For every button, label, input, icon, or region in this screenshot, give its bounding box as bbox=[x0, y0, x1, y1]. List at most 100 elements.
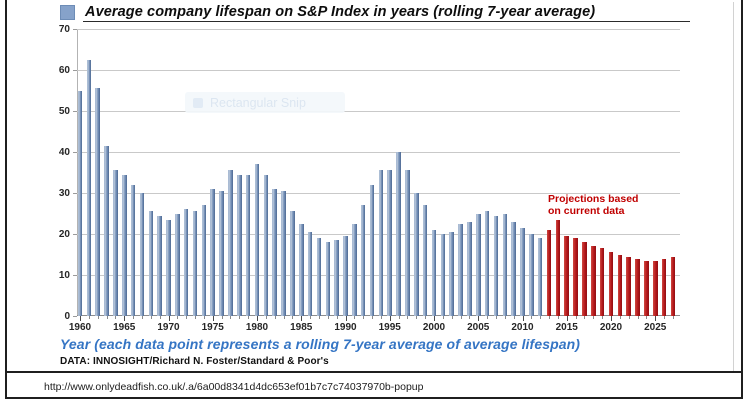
x-tick-1969 bbox=[159, 316, 161, 319]
bar-1970 bbox=[166, 219, 171, 316]
bar-1961 bbox=[86, 59, 92, 316]
x-tick-2014 bbox=[557, 316, 559, 319]
projection-annotation-line2: on current data bbox=[548, 204, 625, 217]
bar-2009 bbox=[511, 221, 516, 316]
bar-2012 bbox=[537, 238, 543, 316]
x-tick-1994 bbox=[380, 316, 382, 319]
plot-area: Rectangular Snip Projections based on cu… bbox=[77, 29, 680, 316]
x-tick-1981 bbox=[265, 316, 267, 319]
bar-2010 bbox=[520, 227, 525, 316]
bar-1999 bbox=[422, 205, 428, 316]
bar-2011 bbox=[529, 234, 534, 316]
y-tick-30 bbox=[73, 193, 77, 194]
bar-1975 bbox=[210, 188, 216, 316]
bar-2026 bbox=[661, 258, 667, 316]
bar-1995 bbox=[387, 170, 393, 316]
x-tick-2024 bbox=[646, 316, 648, 319]
x-tick-1961 bbox=[88, 316, 90, 319]
x-axis-line bbox=[77, 315, 680, 316]
x-tick-1966 bbox=[133, 316, 135, 319]
bar-2017 bbox=[582, 242, 587, 316]
projection-annotation: Projections based on current data bbox=[548, 193, 639, 217]
y-tick-70 bbox=[73, 29, 77, 30]
x-tick-2007 bbox=[495, 316, 497, 319]
x-tick-label-1960: 1960 bbox=[68, 322, 92, 333]
x-tick-1996 bbox=[398, 316, 400, 319]
frame-left-line bbox=[5, 0, 7, 399]
bar-1978 bbox=[237, 174, 242, 316]
x-tick-1984 bbox=[292, 316, 294, 319]
x-tick-1972 bbox=[186, 316, 188, 319]
x-tick-1973 bbox=[195, 316, 197, 319]
bar-2025 bbox=[652, 260, 658, 316]
x-tick-2012 bbox=[540, 316, 542, 319]
bar-1972 bbox=[183, 209, 189, 316]
gridline-50 bbox=[77, 111, 680, 112]
bar-2019 bbox=[599, 248, 605, 316]
x-tick-2001 bbox=[442, 316, 444, 319]
gridline-40 bbox=[77, 152, 680, 153]
x-tick-1960 bbox=[80, 316, 81, 321]
x-tick-label-2015: 2015 bbox=[555, 322, 578, 333]
bar-1986 bbox=[307, 231, 313, 316]
x-tick-1971 bbox=[177, 316, 179, 319]
x-tick-1985 bbox=[301, 316, 303, 321]
x-tick-2021 bbox=[619, 316, 621, 319]
x-tick-2018 bbox=[593, 316, 595, 319]
x-tick-label-1965: 1965 bbox=[113, 322, 136, 333]
y-axis-line bbox=[77, 29, 78, 316]
x-tick-2025 bbox=[655, 316, 657, 321]
projection-annotation-line1: Projections based bbox=[548, 193, 639, 205]
bar-1967 bbox=[139, 193, 145, 316]
gridline-10 bbox=[77, 275, 680, 276]
x-tick-2016 bbox=[575, 316, 577, 319]
bar-2015 bbox=[564, 236, 570, 316]
bar-1963 bbox=[104, 145, 109, 316]
bar-2021 bbox=[617, 254, 623, 316]
y-tick-label-40: 40 bbox=[58, 146, 70, 158]
x-tick-2008 bbox=[504, 316, 506, 319]
bar-2014 bbox=[555, 219, 561, 316]
x-tick-label-2020: 2020 bbox=[599, 322, 623, 333]
bar-2002 bbox=[449, 231, 454, 316]
y-tick-label-70: 70 bbox=[58, 23, 70, 35]
x-tick-1982 bbox=[274, 316, 276, 319]
bar-2005 bbox=[475, 213, 481, 316]
x-tick-label-2000: 2000 bbox=[422, 322, 446, 333]
chart-title: Average company lifespan on S&P Index in… bbox=[85, 4, 596, 20]
x-tick-2027 bbox=[672, 316, 674, 319]
x-tick-1999 bbox=[425, 316, 427, 319]
bar-1973 bbox=[192, 211, 198, 316]
x-tick-1977 bbox=[230, 316, 232, 319]
x-tick-1987 bbox=[318, 316, 320, 319]
bar-1969 bbox=[157, 215, 162, 316]
x-tick-2004 bbox=[469, 316, 471, 319]
bar-1976 bbox=[219, 190, 224, 316]
bar-1996 bbox=[396, 152, 401, 316]
bar-2000 bbox=[431, 229, 437, 316]
bar-2023 bbox=[635, 258, 640, 316]
bar-1991 bbox=[352, 223, 357, 316]
bar-1979 bbox=[245, 174, 251, 316]
bar-1993 bbox=[369, 184, 375, 316]
x-tick-2022 bbox=[628, 316, 630, 319]
x-tick-2026 bbox=[664, 316, 666, 319]
bar-2006 bbox=[484, 211, 490, 316]
x-tick-2003 bbox=[460, 316, 462, 319]
x-tick-1979 bbox=[248, 316, 250, 319]
y-tick-20 bbox=[73, 234, 77, 235]
x-tick-2006 bbox=[487, 316, 489, 319]
x-tick-1975 bbox=[212, 316, 214, 321]
bar-1988 bbox=[325, 242, 331, 316]
bar-1962 bbox=[95, 88, 100, 316]
x-tick-1968 bbox=[150, 316, 152, 319]
y-tick-label-10: 10 bbox=[58, 269, 70, 281]
bar-1966 bbox=[130, 184, 136, 316]
x-tick-1963 bbox=[106, 316, 108, 319]
bar-1989 bbox=[334, 240, 339, 316]
bar-2027 bbox=[670, 256, 676, 316]
bar-1974 bbox=[201, 205, 207, 316]
bar-1984 bbox=[290, 211, 295, 316]
bar-1990 bbox=[343, 236, 348, 316]
